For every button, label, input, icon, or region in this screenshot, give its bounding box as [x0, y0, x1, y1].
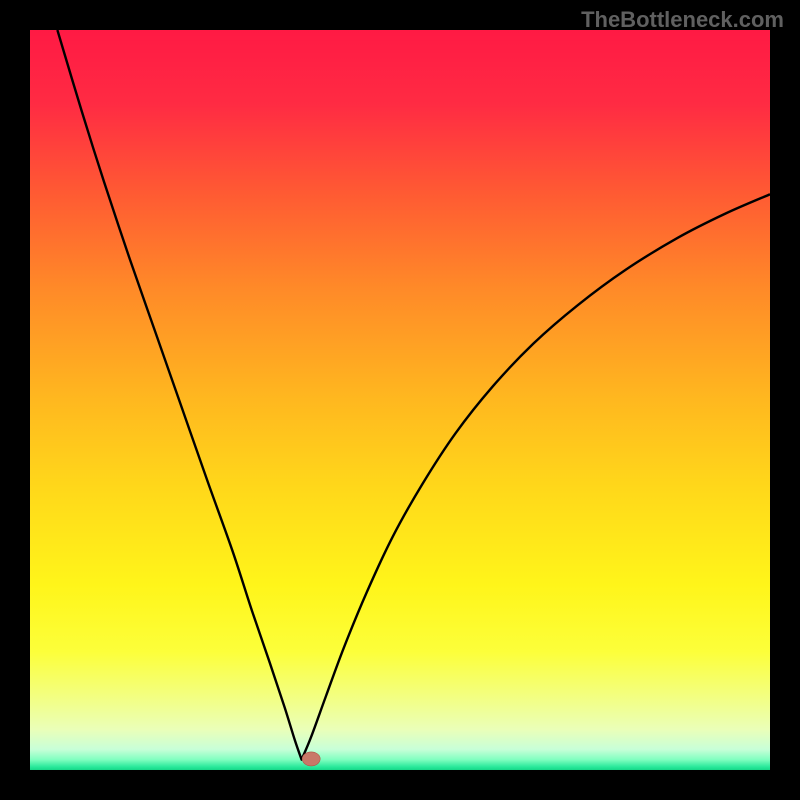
chart-background-gradient	[30, 30, 770, 770]
watermark-text: TheBottleneck.com	[581, 7, 784, 33]
chart-svg	[30, 30, 770, 770]
chart-outer-frame: TheBottleneck.com	[0, 0, 800, 800]
optimal-point-marker	[302, 752, 320, 766]
chart-plot-area	[30, 30, 770, 770]
